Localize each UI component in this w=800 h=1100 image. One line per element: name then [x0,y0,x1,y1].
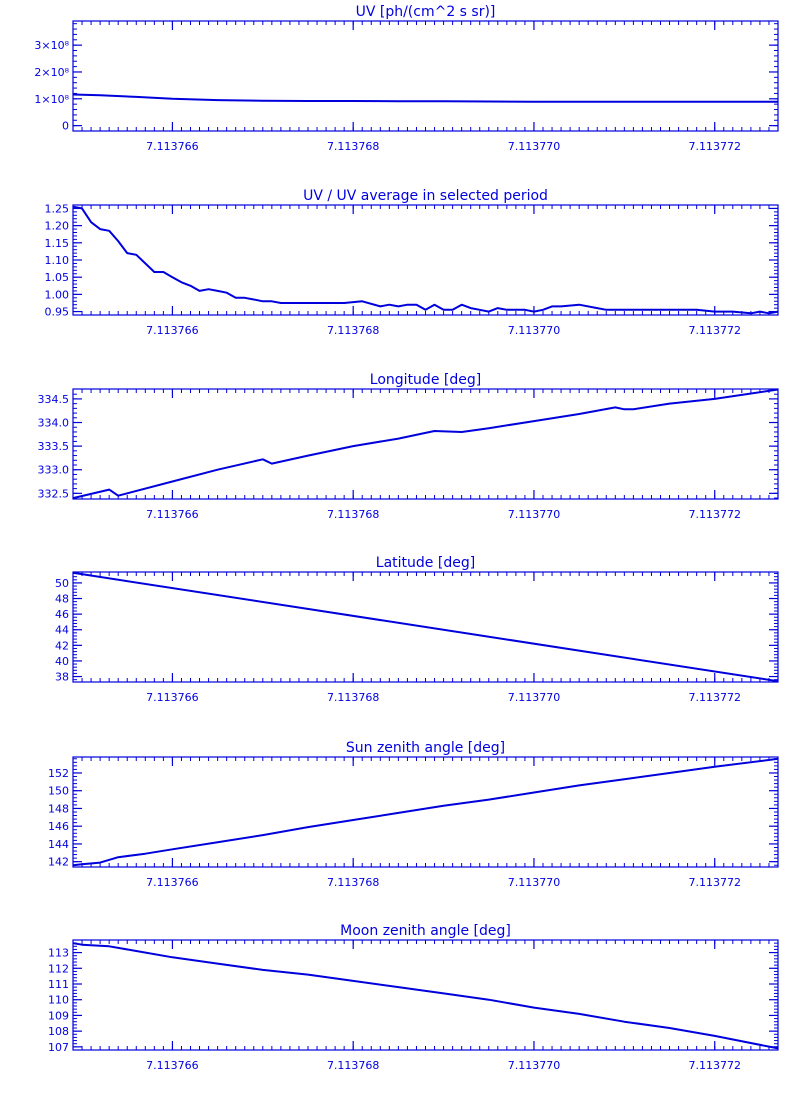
x-tick-label: 7.113772 [688,324,741,337]
chart-title: Sun zenith angle [deg] [346,740,505,756]
y-tick-label: 113 [48,947,69,960]
chart-title: Latitude [deg] [376,555,475,571]
y-tick-label: 48 [55,593,69,606]
y-tick-label: 144 [48,838,69,851]
chart-panel-4: Latitude [deg] 7.113766 7.113768 7.113770 7.… [55,555,779,704]
y-tick-label: 0 [62,120,69,133]
y-tick-label: 3×10⁸ [34,39,69,52]
y-tick-label: 152 [48,767,69,780]
y-tick-label: 0.95 [45,306,70,319]
x-tick-label: 7.113772 [688,508,741,521]
y-tick-label: 108 [48,1025,69,1038]
y-tick-label: 50 [55,577,69,590]
y-tick-label: 1.15 [45,237,70,250]
chart-title: UV [ph/(cm^2 s sr)] [356,4,496,20]
x-tick-label: 7.113766 [146,140,199,153]
series-line [72,942,779,1050]
series-line [72,205,779,315]
x-tick-label: 7.113766 [146,508,199,521]
x-tick-label: 7.113766 [146,324,199,337]
chart-panel-5: Sun zenith angle [deg] 7.113766 7.113768 7.… [48,740,779,889]
y-tick-label: 111 [48,978,69,991]
plot-frame [72,388,779,500]
chart-panel-3: Longitude [deg] 7.113766 7.113768 7.113770 7… [38,372,779,521]
y-tick-label: 40 [55,655,69,668]
chart-title: Moon zenith angle [deg] [340,923,511,939]
plot-frame [72,20,779,132]
y-tick-label: 150 [48,785,69,798]
y-tick-label: 109 [48,1009,69,1022]
y-tick-label: 46 [55,608,69,621]
x-tick-label: 7.113768 [327,876,380,889]
x-tick-label: 7.113772 [688,1059,741,1072]
y-tick-label: 112 [48,962,69,975]
y-tick-label: 146 [48,820,69,833]
chart-panel-6: Moon zenith angle [deg] 7.113766 7.113768 7… [48,923,779,1072]
y-tick-label: 334.0 [38,417,70,430]
chart-title: Longitude [deg] [370,372,481,388]
y-tick-label: 2×10⁸ [34,66,69,79]
plot-frame [72,204,779,316]
x-tick-label: 7.113772 [688,140,741,153]
y-tick-label: 1.25 [45,202,70,215]
y-tick-label: 1.00 [45,288,70,301]
x-tick-label: 7.113772 [688,876,741,889]
chart-panel-2: UV / UV average in selected period 7.1137… [45,188,779,337]
y-tick-label: 148 [48,802,69,815]
series-line [72,388,779,500]
y-tick-label: 110 [48,994,69,1007]
x-tick-label: 7.113768 [327,140,380,153]
series-line [72,93,778,103]
chart-title: UV / UV average in selected period [303,188,548,204]
x-tick-label: 7.113770 [508,1059,561,1072]
x-tick-label: 7.113770 [508,140,561,153]
x-tick-label: 7.113770 [508,691,561,704]
y-tick-label: 44 [55,624,69,637]
series-line [72,757,779,867]
y-tick-label: 42 [55,639,69,652]
x-tick-label: 7.113768 [327,324,380,337]
x-tick-label: 7.113772 [688,691,741,704]
y-tick-label: 334.5 [38,393,70,406]
x-tick-label: 7.113770 [508,508,561,521]
y-tick-label: 333.5 [38,440,70,453]
chart-panel-1: UV [ph/(cm^2 s sr)] 7.113766 7.113768 7.113… [34,4,779,153]
x-tick-label: 7.113766 [146,876,199,889]
x-tick-label: 7.113770 [508,876,561,889]
plot-frame [72,939,779,1051]
y-tick-label: 142 [48,856,69,869]
y-tick-label: 332.5 [38,487,70,500]
y-tick-label: 38 [55,671,69,684]
y-tick-label: 333.0 [38,464,70,477]
y-tick-label: 1.20 [45,220,70,233]
x-tick-label: 7.113766 [146,1059,199,1072]
y-tick-label: 1.10 [45,254,70,267]
y-tick-label: 107 [48,1041,69,1054]
series-line [72,571,779,683]
x-tick-label: 7.113768 [327,691,380,704]
x-tick-label: 7.113770 [508,324,561,337]
x-tick-label: 7.113766 [146,691,199,704]
x-tick-label: 7.113768 [327,1059,380,1072]
y-tick-label: 1×10⁸ [34,93,69,106]
y-tick-label: 1.05 [45,271,70,284]
x-tick-label: 7.113768 [327,508,380,521]
